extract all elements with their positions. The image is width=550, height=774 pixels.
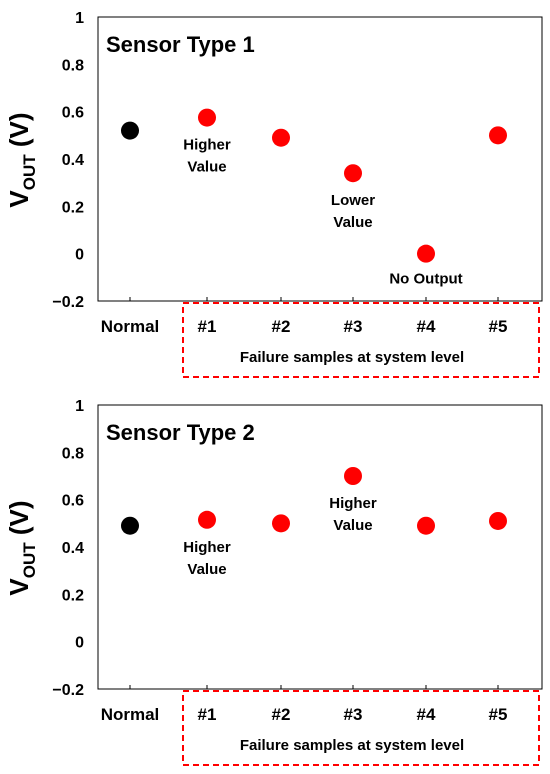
chart-panel-sensor-type-1: Sensor Type 1 VOUT (V) 1 0.8 0.6 0.4 0.2 0 −0.…: [4, 10, 543, 378]
plot-area-frame: [97, 404, 543, 690]
y-tick-label: 0.4: [62, 540, 84, 557]
point-annotation: No Output: [389, 271, 462, 288]
x-tick-label: #2: [272, 317, 291, 336]
x-tick-label: #3: [344, 705, 363, 724]
y-axis-label-unit: (V): [4, 500, 34, 542]
x-tick-label: Normal: [101, 705, 160, 724]
y-tick-label: 0: [75, 247, 84, 264]
data-point-failure: [417, 244, 435, 263]
y-tick-label: 1: [75, 398, 84, 415]
x-tick-label: #3: [344, 317, 363, 336]
failure-samples-box: [182, 302, 540, 378]
data-point-failure: [272, 128, 290, 147]
y-axis-label-subscript: OUT: [20, 542, 39, 579]
data-point-failure: [344, 467, 362, 485]
point-annotation: Higher Value: [329, 495, 377, 534]
y-axis-label-main: V: [4, 190, 34, 208]
x-tick-label: #2: [272, 705, 291, 724]
y-axis-label-subscript: OUT: [20, 154, 39, 191]
x-tick-label: Normal: [101, 317, 160, 336]
y-tick-label: −0.2: [52, 294, 84, 311]
y-tick-label: 0.8: [62, 57, 84, 74]
x-tick-label: #1: [198, 317, 217, 336]
data-point-failure: [198, 510, 216, 529]
data-point-failure: [489, 126, 507, 145]
panel-title: Sensor Type 1: [106, 32, 255, 57]
y-tick-label: 0.2: [62, 199, 84, 216]
svg-text:VOUT (V): VOUT (V): [4, 500, 39, 595]
failure-samples-box: [182, 690, 540, 766]
x-tick-label: #1: [198, 705, 217, 724]
y-tick-label: 0: [75, 635, 84, 652]
svg-text:VOUT (V): VOUT (V): [4, 112, 39, 207]
y-tick-label: 0.8: [62, 445, 84, 462]
failure-samples-label: Failure samples at system level: [240, 737, 464, 754]
plot-area-frame: [97, 16, 543, 302]
point-annotation: Higher Value: [183, 539, 231, 578]
y-axis-label: VOUT (V): [4, 112, 39, 207]
x-tick-label: #4: [417, 317, 436, 336]
x-tick-label: #5: [489, 705, 508, 724]
data-point-normal: [121, 516, 139, 535]
y-tick-label: 1: [75, 10, 84, 27]
y-axis-label: VOUT (V): [4, 500, 39, 595]
y-tick-label: 0.6: [62, 105, 84, 122]
x-tick-label: #4: [417, 705, 436, 724]
data-point-failure: [272, 514, 290, 533]
x-tick-label: #5: [489, 317, 508, 336]
y-tick-label: −0.2: [52, 682, 84, 699]
data-point-failure: [417, 516, 435, 535]
y-tick-label: 0.4: [62, 152, 84, 169]
panel-title: Sensor Type 2: [106, 420, 255, 445]
y-tick-label: 0.6: [62, 493, 84, 510]
data-point-failure: [489, 511, 507, 530]
point-annotation: Lower Value: [331, 192, 375, 231]
failure-samples-label: Failure samples at system level: [240, 349, 464, 366]
data-point-failure: [198, 108, 216, 127]
data-point-normal: [121, 121, 139, 140]
y-axis-label-main: V: [4, 578, 34, 596]
y-tick-label: 0.2: [62, 587, 84, 604]
data-point-failure: [344, 164, 362, 183]
chart-panel-sensor-type-2: Sensor Type 2 VOUT (V) 1 0.8 0.6 0.4 0.2 0 −0.…: [4, 398, 543, 766]
y-axis-label-unit: (V): [4, 112, 34, 154]
point-annotation: Higher Value: [183, 137, 231, 176]
